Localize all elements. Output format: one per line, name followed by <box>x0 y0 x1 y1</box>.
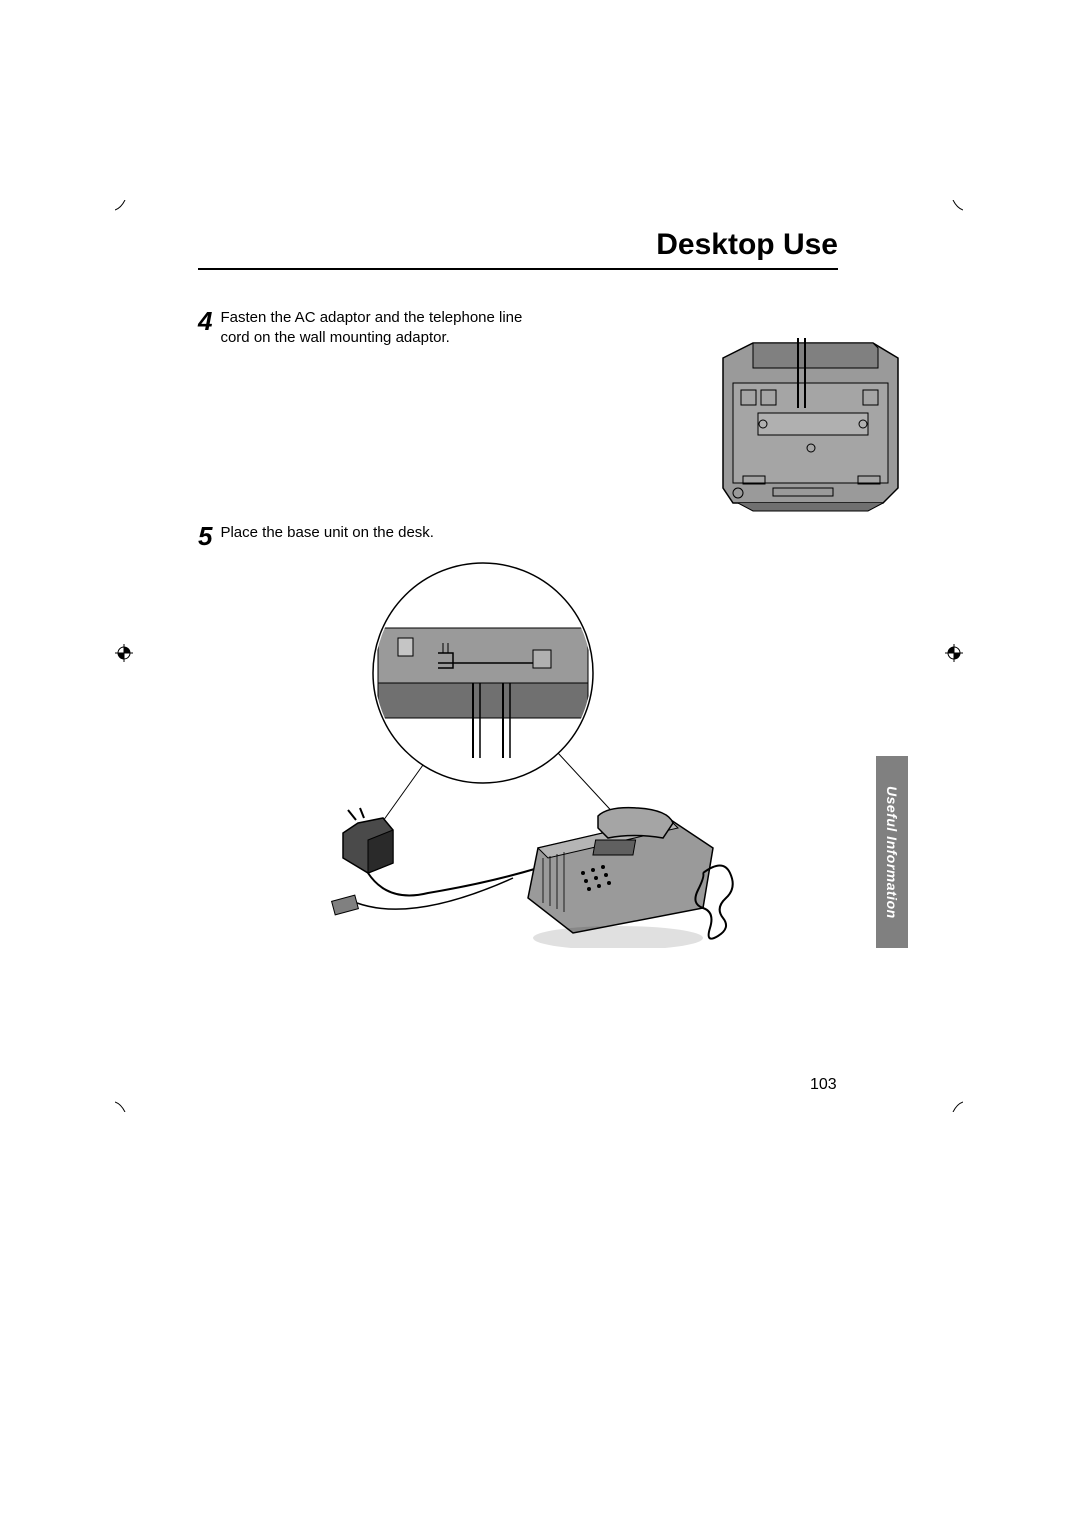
crop-mark-icon <box>115 200 129 217</box>
step-5: 5 Place the base unit on the desk. <box>198 523 434 549</box>
registration-mark-icon <box>115 644 133 662</box>
step-4-text-line2: cord on the wall mounting adaptor. <box>220 329 449 346</box>
section-tab: Useful Information <box>876 756 908 948</box>
section-tab-label: Useful Information <box>884 786 900 919</box>
title-underline <box>198 268 838 270</box>
crop-mark-icon <box>115 1098 129 1115</box>
step-4-text: Fasten the AC adaptor and the telephone … <box>220 308 522 349</box>
crop-mark-icon <box>949 200 963 217</box>
registration-mark-icon <box>945 644 963 662</box>
diagram-base-unit-back <box>703 328 913 518</box>
page-number: 103 <box>810 1076 837 1094</box>
step-4-number: 4 <box>198 308 212 334</box>
step-4-text-line1: Fasten the AC adaptor and the telephone … <box>220 309 522 326</box>
step-5-text: Place the base unit on the desk. <box>220 523 433 543</box>
crop-mark-icon <box>949 1098 963 1115</box>
page-title: Desktop Use <box>656 228 838 262</box>
diagram-desk-setup <box>308 558 748 948</box>
step-4: 4 Fasten the AC adaptor and the telephon… <box>198 308 522 349</box>
step-5-number: 5 <box>198 523 212 549</box>
